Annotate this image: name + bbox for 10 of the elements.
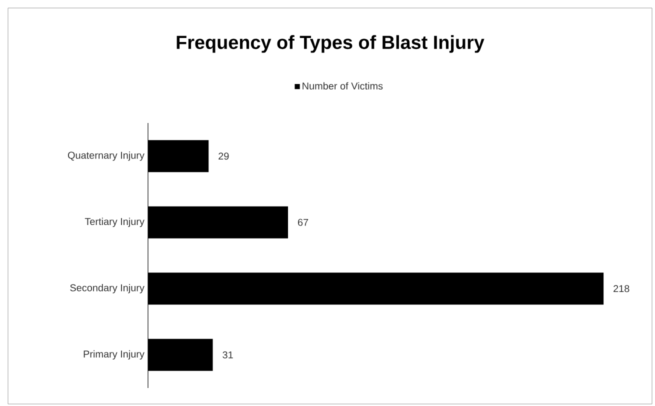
data-label: 29 [218, 152, 229, 160]
data-label: 67 [298, 218, 308, 226]
y-tick-label: Primary Injury [84, 350, 144, 360]
y-tick-label: Tertiary Injury [84, 218, 144, 228]
y-tick-label: Secondary Injury [70, 284, 144, 294]
y-tick-label: Quaternary Injury [68, 151, 144, 161]
data-label: 218 [614, 285, 630, 292]
legend-label: Number of Victims [302, 82, 383, 90]
data-label: 31 [222, 351, 233, 358]
chart-title: Frequency of Types of Blast Injury [176, 35, 484, 53]
